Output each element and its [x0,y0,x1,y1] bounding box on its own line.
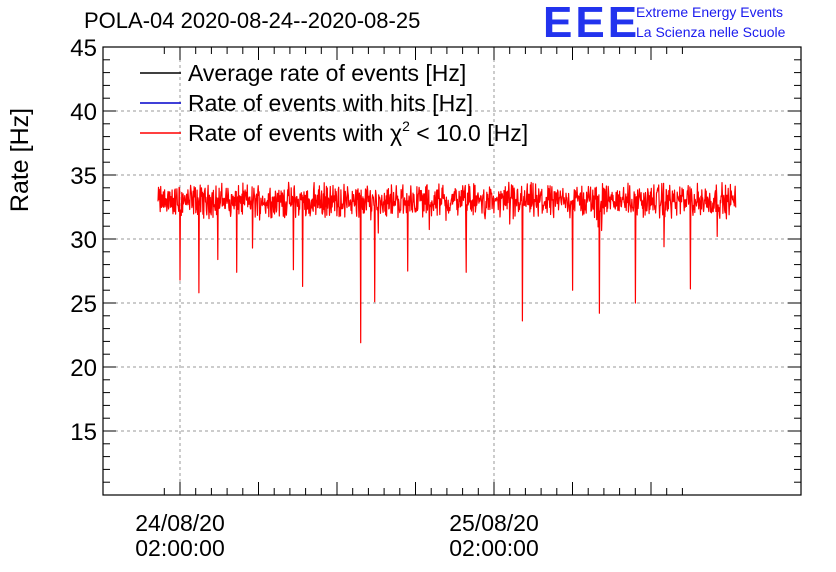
legend-label: Average rate of events [Hz] [188,60,466,86]
logo-subtitle-1: Extreme Energy Events [636,4,784,20]
y-axis-label: Rate [Hz] [6,108,34,212]
x-tick-time-label: 02:00:00 [135,535,225,561]
y-tick-label: 15 [70,419,97,446]
y-tick-label: 45 [70,35,97,62]
x-tick-date-label: 25/08/20 [449,510,539,536]
chi2-rate-series-line [157,181,737,344]
chart-title: POLA-04 2020-08-24--2020-08-25 [84,8,421,33]
plot-border [102,46,802,496]
logo-subtitle-2: La Scienza nelle Scuole [636,24,786,40]
plot-frame [102,46,802,496]
y-tick-label: 30 [70,227,97,254]
chart-legend: Average rate of events [Hz] Rate of event… [140,60,528,146]
legend-label: Rate of events with hits [Hz] [188,90,473,116]
x-tick-date-label: 24/08/20 [135,510,225,536]
x-tick-time-label: 02:00:00 [449,535,539,561]
chart-series [157,181,737,344]
y-tick-label: 20 [70,355,97,382]
chart-ticks [103,46,801,496]
y-tick-label: 25 [70,291,97,318]
eee-logo: EEE [543,0,641,47]
chart-labels: 1520253035404524/08/2002:00:0025/08/2002… [70,35,538,561]
legend-label: Rate of events with χ2 < 10.0 [Hz] [188,118,528,146]
y-tick-label: 40 [70,99,97,126]
y-tick-label: 35 [70,163,97,190]
